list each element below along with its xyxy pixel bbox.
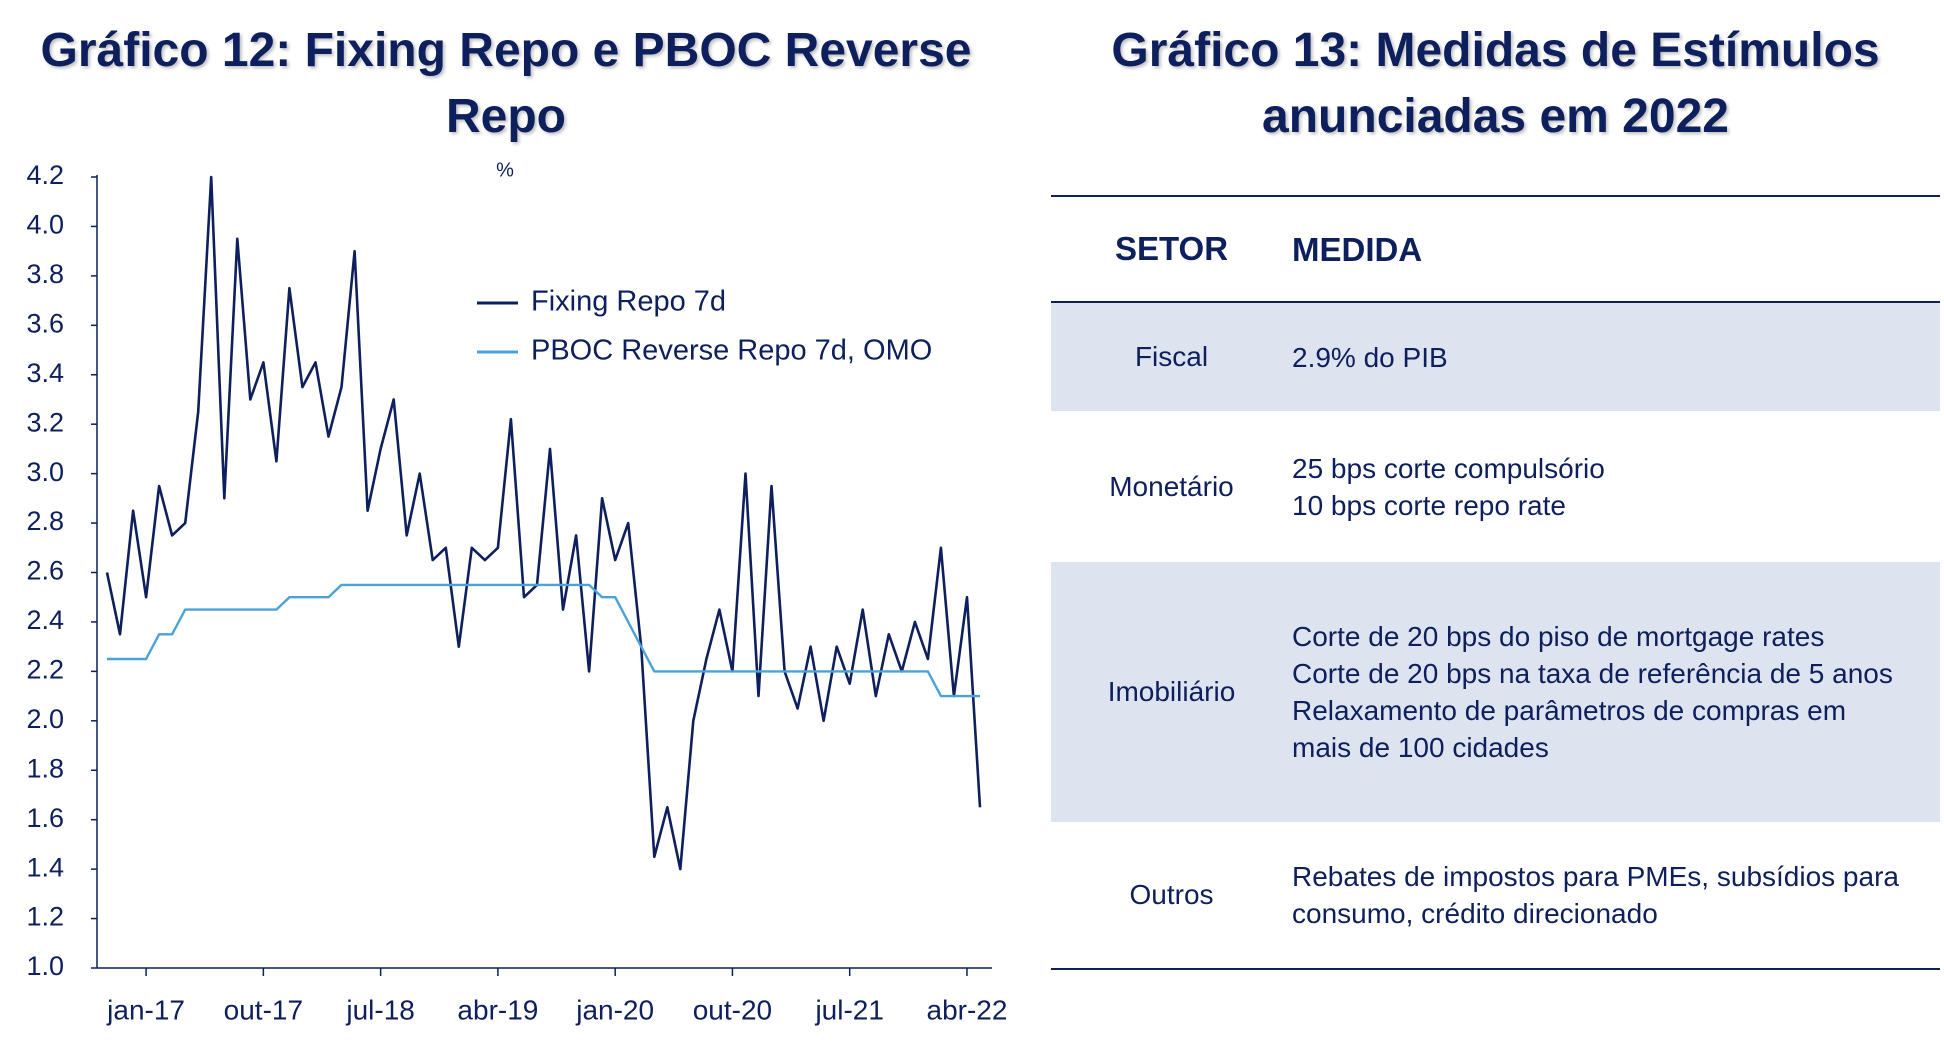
medida-cell: 2.9% do PIB (1292, 339, 1912, 376)
y-tick-label: 3.0 (26, 457, 64, 487)
y-tick-label: 3.2 (26, 407, 64, 437)
setor-cell: Monetário (1109, 470, 1234, 502)
medida-item: Relaxamento de parâmetros de compras em … (1292, 695, 1847, 763)
x-tick-label: jan-17 (106, 994, 185, 1025)
table-header: SETOR MEDIDA (1051, 197, 1940, 303)
medida-cell: Rebates de impostos para PMEs, subsídios… (1292, 858, 1912, 932)
line-series (105, 175, 982, 871)
x-tick-label: jul-21 (814, 994, 883, 1025)
medida-item: 2.9% do PIB (1292, 341, 1448, 373)
legend-label: PBOC Reverse Repo 7d, OMO (531, 335, 932, 367)
y-tick-label: 3.4 (26, 358, 64, 388)
y-tick-label: 4.2 (26, 160, 64, 190)
y-tick-label: 1.8 (26, 753, 64, 783)
medida-item: Corte de 20 bps na taxa de referência de… (1292, 658, 1893, 689)
table-row: Outros Rebates de impostos para PMEs, sub… (1051, 822, 1940, 970)
medida-item: 25 bps corte compulsório (1292, 452, 1605, 484)
setor-cell: Outros (1129, 879, 1214, 910)
x-tick-label: jul-18 (345, 994, 414, 1025)
y-tick-label: 2.6 (26, 556, 64, 586)
chart-subtitle: % (496, 159, 514, 181)
header-cell: SETOR (1114, 230, 1229, 267)
y-tick-label: 1.4 (26, 852, 64, 882)
chart: % 1.0 1.2 1.4 1.6 1.8 2.0 2.2 2.4 2.6 2.8 3.0 3.2 3.… (26, 159, 1008, 1025)
medida-cell: 25 bps corte compulsório 10 bps corte rep… (1292, 450, 1912, 524)
legend-label: Fixing Repo 7d (531, 286, 726, 318)
table-row: Fiscal 2.9% do PIB (1051, 303, 1940, 411)
y-tick-label: 1.2 (26, 902, 64, 932)
medida-item: 10 bps corte repo rate (1292, 489, 1566, 521)
table: SETOR MEDIDA Fiscal 2.9% do PIB Monetário 25 … (1051, 195, 1940, 970)
y-tick-label: 3.6 (26, 308, 64, 338)
x-tick-label: out-20 (693, 994, 772, 1025)
medida-item: Corte de 20 bps do piso de mortgage rate… (1292, 621, 1825, 652)
x-tick-label: abr-19 (457, 994, 538, 1025)
table-row: Monetário 25 bps corte compulsório 10 bps … (1051, 411, 1940, 562)
chart-title: Gráfico 12: Fixing Repo e PBOC Reverse R… (40, 24, 972, 143)
medida-cell: Corte de 20 bps do piso de mortgage rate… (1292, 618, 1912, 766)
setor-cell: Fiscal (1134, 341, 1209, 372)
y-tick-label: 2.0 (26, 704, 64, 734)
medida-item: Rebates de impostos para PMEs, subsídios… (1292, 861, 1899, 929)
y-tick-label: 2.4 (26, 605, 64, 635)
y-tick-label: 2.2 (26, 655, 64, 685)
x-tick-label: out-17 (224, 994, 303, 1025)
y-tick-label: 4.0 (26, 210, 64, 240)
header-cell: MEDIDA (1292, 230, 1423, 268)
x-tick-label: jan-20 (575, 994, 654, 1025)
line-series (107, 583, 980, 698)
setor-cell: Imobiliário (1107, 676, 1236, 707)
y-tick-label: 1.0 (26, 951, 64, 981)
table-row: Imobiliário Corte de 20 bps do piso de mo… (1051, 562, 1940, 822)
table-title: Gráfico 13: Medidas de Estímulos anuncia… (1111, 24, 1880, 143)
y-tick-label: 2.8 (26, 506, 64, 536)
y-tick-label: 3.8 (26, 259, 64, 289)
y-tick-label: 1.6 (26, 803, 64, 833)
x-tick-label: abr-22 (927, 994, 1008, 1025)
